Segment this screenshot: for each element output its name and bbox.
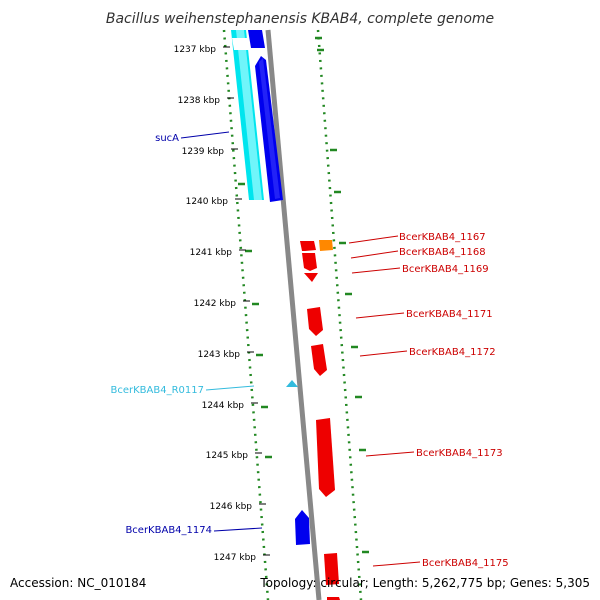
callout-line-1172: [359, 350, 408, 357]
gc-skew-track-outer: [316, 29, 363, 600]
callout-line-1175: [372, 561, 421, 567]
tick-label: 1240 kbp: [186, 197, 229, 207]
callout-line-R0117: [205, 385, 255, 391]
feature-gap: [232, 38, 250, 50]
cds-1167a[interactable]: [300, 241, 316, 251]
gene-label-1172[interactable]: BcerKBAB4_1172: [409, 347, 496, 358]
cds-bottom-partial[interactable]: [327, 597, 340, 600]
tick-label: 1247 kbp: [214, 553, 257, 563]
callout-line-1168: [350, 250, 399, 259]
cds-sucA-highlight: [259, 58, 280, 199]
gc-dots-inner: [222, 29, 270, 600]
gc-dashes: [238, 36, 369, 554]
tick-label: 1244 kbp: [202, 401, 245, 411]
tick-labels: 1237 kbp 1238 kbp 1239 kbp 1240 kbp 1241 kbp…: [174, 45, 257, 563]
gene-label-1174[interactable]: BcerKBAB4_1174: [125, 525, 212, 536]
rrna-feature-highlight: [236, 30, 262, 200]
tick-label: 1245 kbp: [206, 451, 249, 461]
cds-1175[interactable]: [324, 553, 339, 585]
gene-label-R0117[interactable]: BcerKBAB4_R0117: [110, 385, 204, 396]
gene-label-1173[interactable]: BcerKBAB4_1173: [416, 448, 503, 459]
tick-label: 1237 kbp: [174, 45, 217, 55]
cds-1169[interactable]: [304, 273, 318, 282]
tick-label: 1243 kbp: [198, 350, 241, 360]
cds-1172[interactable]: [311, 344, 327, 376]
accession-text: Accession: NC_010184: [10, 576, 146, 590]
gene-label-1169[interactable]: BcerKBAB4_1169: [402, 264, 489, 275]
cds-1171[interactable]: [307, 307, 323, 336]
tick-label: 1242 kbp: [194, 299, 237, 309]
gene-label-1167[interactable]: BcerKBAB4_1167: [399, 232, 486, 243]
gene-callouts: [180, 131, 421, 567]
callout-line-1173: [365, 451, 415, 457]
map-title: Bacillus weihenstephanensis KBAB4, compl…: [106, 11, 494, 27]
rrna-R0117[interactable]: [286, 380, 298, 387]
tick-label: 1239 kbp: [182, 147, 225, 157]
gene-label-1175[interactable]: BcerKBAB4_1175: [422, 558, 509, 569]
callout-line-1174: [213, 527, 263, 532]
gene-labels: sucA BcerKBAB4_1167 BcerKBAB4_1168 BcerK…: [110, 133, 508, 569]
callout-line-1169: [351, 267, 401, 274]
tick-label: 1238 kbp: [178, 96, 221, 106]
callout-line-1167: [348, 235, 399, 244]
cds-forward-top[interactable]: [248, 30, 265, 48]
feature-orange-1167[interactable]: [319, 240, 333, 251]
callout-line-1171: [355, 312, 405, 319]
genome-backbone: [265, 29, 322, 600]
cds-1174[interactable]: [295, 510, 310, 545]
gene-label-1168[interactable]: BcerKBAB4_1168: [399, 247, 486, 258]
tick-label: 1241 kbp: [190, 248, 233, 258]
gc-skew-track-inner: [222, 29, 270, 600]
callout-line-sucA: [180, 131, 230, 139]
gc-dots-outer: [316, 29, 363, 600]
tick-label: 1246 kbp: [210, 502, 253, 512]
gene-label-sucA[interactable]: sucA: [155, 133, 179, 144]
tick-marks: [223, 46, 270, 556]
cds-1168[interactable]: [302, 253, 317, 271]
gene-label-1171[interactable]: BcerKBAB4_1171: [406, 309, 493, 320]
genome-summary-text: Topology: circular; Length: 5,262,775 bp…: [259, 576, 590, 590]
cds-1173[interactable]: [316, 418, 335, 497]
